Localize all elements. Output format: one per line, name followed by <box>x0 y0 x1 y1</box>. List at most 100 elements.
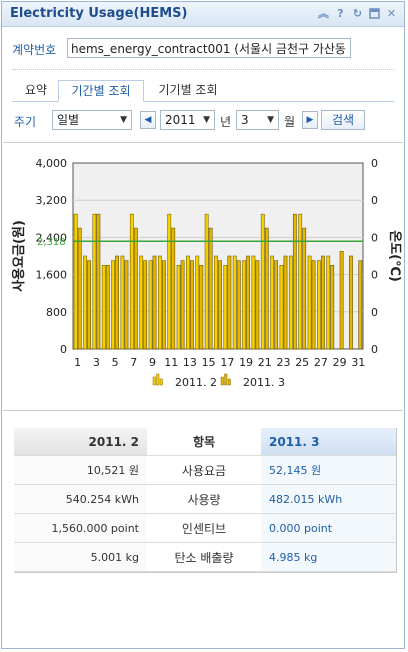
bar-2011-3 <box>96 213 101 350</box>
y-left-tick-label: 2,400 <box>36 231 68 244</box>
refresh-icon[interactable]: ↻ <box>352 7 363 20</box>
y-left-tick-label: 800 <box>46 306 67 319</box>
bar-2011-2 <box>129 213 134 350</box>
bar-2011-3 <box>115 255 119 350</box>
bar-2011-2 <box>317 260 321 350</box>
x-tick-label: 21 <box>258 356 272 369</box>
usage-chart-panel: 4,000 3,200 2,400 1,600 800 0 0 0 0 0 0 0 사용요금(원) 온도(… <box>3 142 403 411</box>
next-month-button[interactable]: ▶ <box>302 111 318 129</box>
prev-month-button[interactable]: ◀ <box>140 111 156 129</box>
bar-2011-3 <box>339 251 344 350</box>
row-curr: 52,145 원 <box>261 455 396 485</box>
bar-2011-2 <box>167 213 172 350</box>
contract-input[interactable]: hems_energy_contract001 (서울시 금천구 가산동 3 <box>67 38 351 58</box>
bar-2011-3 <box>321 255 325 350</box>
row-item: 인센티브 <box>147 513 261 543</box>
y-left-tick-label: 1,600 <box>36 269 68 282</box>
search-button[interactable]: 검색 <box>321 110 365 130</box>
table-row: 5.001 kg 탄소 배출량 4.985 kg <box>14 542 396 572</box>
average-line-label: 2,318 <box>37 237 66 248</box>
tab-period[interactable]: 기간별 조회 <box>58 80 144 102</box>
x-tick-label: 23 <box>276 356 290 369</box>
bar-2011-3 <box>236 260 241 350</box>
chevron-down-icon: ▼ <box>120 115 127 125</box>
legend-label-2011-3: 2011. 3 <box>243 376 285 389</box>
table-header-row: 2011. 2 항목 2011. 3 <box>14 428 396 456</box>
contract-row: 계약번호 hems_energy_contract001 (서울시 금천구 가산… <box>12 38 394 60</box>
bar-2011-3 <box>255 260 260 350</box>
contract-label: 계약번호 <box>12 43 57 57</box>
bar-2011-2 <box>148 260 153 350</box>
maximize-icon[interactable] <box>368 7 381 20</box>
month-unit: 월 <box>284 115 296 129</box>
bar-2011-3 <box>218 260 222 350</box>
x-tick-label: 19 <box>239 356 253 369</box>
bar-2011-3 <box>152 255 157 350</box>
bar-2011-3 <box>77 227 82 350</box>
x-tick-label: 27 <box>314 356 328 369</box>
tab-device[interactable]: 기기별 조회 <box>158 83 218 97</box>
y-right-tick-label: 0 <box>371 231 378 244</box>
row-curr: 482.015 kWh <box>261 484 396 514</box>
collapse-icon[interactable]: ︽ <box>318 7 329 20</box>
period-select[interactable]: 일별 ▼ <box>52 110 132 130</box>
bar-2011-2 <box>214 255 218 350</box>
bar-2011-3 <box>311 260 316 350</box>
x-tick-label: 5 <box>112 356 119 369</box>
bar-2011-3 <box>105 265 110 350</box>
x-tick-label: 15 <box>202 356 216 369</box>
bar-2011-3 <box>161 260 166 350</box>
bar-2011-3 <box>292 213 297 350</box>
legend-icon-2011-3 <box>227 378 231 386</box>
legend-icon-2011-3 <box>224 373 228 386</box>
bar-2011-3 <box>208 227 213 350</box>
legend-icon-2011-2 <box>159 378 163 386</box>
bar-2011-3 <box>264 227 269 350</box>
bar-2011-2 <box>270 255 275 350</box>
bar-2011-3 <box>302 227 307 350</box>
header-prev: 2011. 2 <box>14 428 147 456</box>
bar-2011-2 <box>176 265 181 350</box>
bar-2011-2 <box>139 255 144 350</box>
row-prev: 5.001 kg <box>14 542 147 572</box>
x-tick-label: 3 <box>93 356 100 369</box>
bar-2011-2 <box>242 260 246 350</box>
bar-2011-3 <box>274 260 279 350</box>
bar-2011-3 <box>283 255 288 350</box>
legend-label-2011-2: 2011. 2 <box>175 376 217 389</box>
period-label: 주기 <box>14 115 37 129</box>
row-prev: 540.254 kWh <box>14 484 147 514</box>
usage-chart: 4,000 3,200 2,400 1,600 800 0 0 0 0 0 0 0 사용요금(원) 온도(… <box>11 157 402 389</box>
y-right-tick-label: 0 <box>371 194 378 207</box>
month-select[interactable]: 3 ▼ <box>236 110 279 130</box>
titlebar-icons: ︽ ? ↻ ✕ <box>317 7 398 20</box>
y-right-tick-label: 0 <box>371 269 378 282</box>
bar-2011-2 <box>279 265 284 350</box>
y-left-tick-label: 4,000 <box>36 157 68 170</box>
legend-icon-2011-2 <box>156 373 160 386</box>
row-prev: 10,521 원 <box>14 455 147 485</box>
bar-2011-2 <box>204 213 209 350</box>
month-select-value: 3 <box>241 113 249 127</box>
window-titlebar: Electricity Usage(HEMS) ︽ ? ↻ ✕ <box>2 2 404 27</box>
bar-2011-2 <box>83 255 87 350</box>
table-row: 10,521 원 사용요금 52,145 원 <box>14 455 396 485</box>
row-prev: 1,560.000 point <box>14 513 147 543</box>
bar-2011-2 <box>157 255 162 350</box>
header-curr: 2011. 3 <box>261 428 396 456</box>
close-icon[interactable]: ✕ <box>386 7 397 20</box>
row-item: 사용량 <box>147 484 261 514</box>
period-select-value: 일별 <box>57 113 80 127</box>
bar-2011-3 <box>143 260 148 350</box>
bar-2011-2 <box>223 265 228 350</box>
x-tick-label: 11 <box>164 356 178 369</box>
help-icon[interactable]: ? <box>337 7 344 20</box>
tab-summary[interactable]: 요약 <box>24 83 48 97</box>
bar-2011-3 <box>171 227 176 350</box>
bar-2011-3 <box>330 265 335 350</box>
bar-2011-3 <box>190 260 194 350</box>
year-select[interactable]: 2011 ▼ <box>160 110 215 130</box>
bar-2011-2 <box>251 255 256 350</box>
query-controls: 주기 일별 ▼ ◀ 2011 ▼ 년 3 ▼ 월 ▶ 검색 <box>12 110 394 132</box>
